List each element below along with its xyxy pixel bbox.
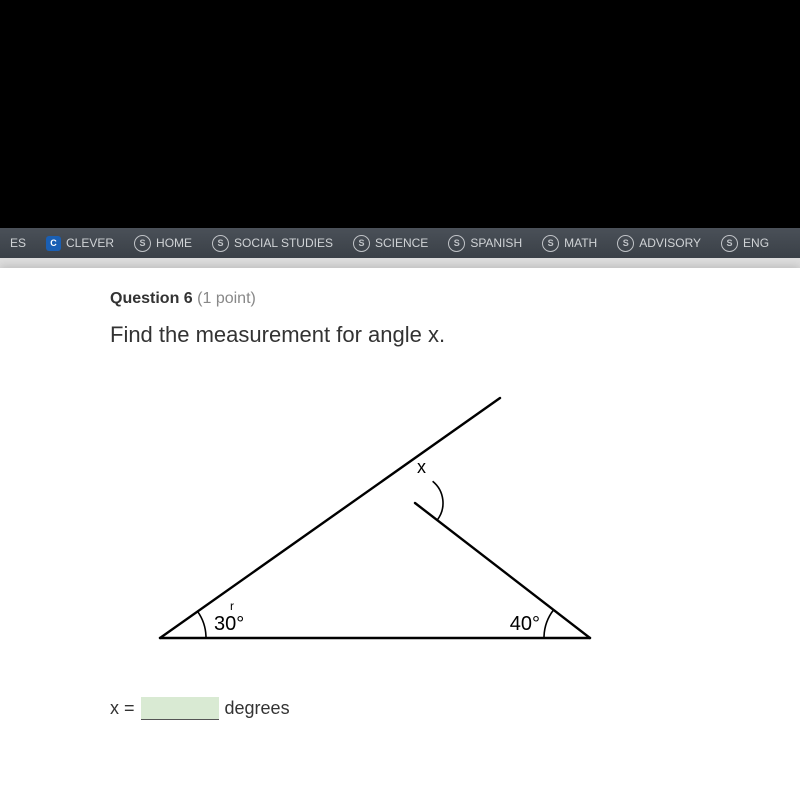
answer-row: x = degrees	[110, 697, 690, 720]
bookmark-label: SOCIAL STUDIES	[234, 236, 333, 250]
bookmark-item[interactable]: C CLEVER	[36, 228, 124, 258]
bookmark-label: CLEVER	[66, 236, 114, 250]
answer-lhs: x =	[110, 698, 135, 719]
bookmark-item[interactable]: S MATH	[532, 228, 607, 258]
s-icon: S	[721, 235, 738, 252]
clever-icon: C	[46, 236, 61, 251]
svg-text:r: r	[230, 599, 234, 613]
s-icon: S	[353, 235, 370, 252]
bookmark-item[interactable]: S ADVISORY	[607, 228, 711, 258]
bookmark-item[interactable]: S ENG	[711, 228, 779, 258]
svg-text:30°: 30°	[214, 613, 244, 635]
s-icon: S	[134, 235, 151, 252]
s-icon: S	[617, 235, 634, 252]
geometry-svg: 30° 40° x r	[130, 388, 610, 668]
bookmark-item[interactable]: S SPANISH	[438, 228, 532, 258]
bookmark-label: ES	[10, 236, 26, 250]
bookmark-item[interactable]: S HOME	[124, 228, 202, 258]
question-prompt: Find the measurement for angle x.	[110, 322, 690, 348]
svg-text:40°: 40°	[510, 613, 540, 635]
question-header: Question 6 (1 point)	[110, 290, 690, 308]
question-wrap: Question 6 (1 point) Find the measuremen…	[0, 268, 800, 720]
bookmarks-bar: ES C CLEVER S HOME S SOCIAL STUDIES S SCIENCE S SP…	[0, 228, 800, 258]
bookmark-label: ENG	[743, 236, 769, 250]
bookmark-item[interactable]: ES	[0, 228, 36, 258]
answer-unit: degrees	[225, 698, 290, 719]
geometry-figure: 30° 40° x r	[130, 388, 690, 673]
s-icon: S	[212, 235, 229, 252]
bookmark-label: ADVISORY	[639, 236, 701, 250]
question-number: Question 6	[110, 290, 193, 307]
s-icon: S	[448, 235, 465, 252]
bookmark-label: SCIENCE	[375, 236, 428, 250]
bookmark-label: MATH	[564, 236, 597, 250]
answer-blank[interactable]	[141, 697, 219, 720]
bookmark-item[interactable]: S SOCIAL STUDIES	[202, 228, 343, 258]
content-card: Question 6 (1 point) Find the measuremen…	[0, 268, 800, 800]
monitor-viewport: ES C CLEVER S HOME S SOCIAL STUDIES S SCIENCE S SP…	[0, 228, 800, 800]
question-points: (1 point)	[197, 290, 256, 307]
bookmark-label: SPANISH	[470, 236, 522, 250]
svg-text:x: x	[417, 457, 426, 477]
s-icon: S	[542, 235, 559, 252]
bookmark-label: HOME	[156, 236, 192, 250]
bookmark-item[interactable]: S SCIENCE	[343, 228, 438, 258]
